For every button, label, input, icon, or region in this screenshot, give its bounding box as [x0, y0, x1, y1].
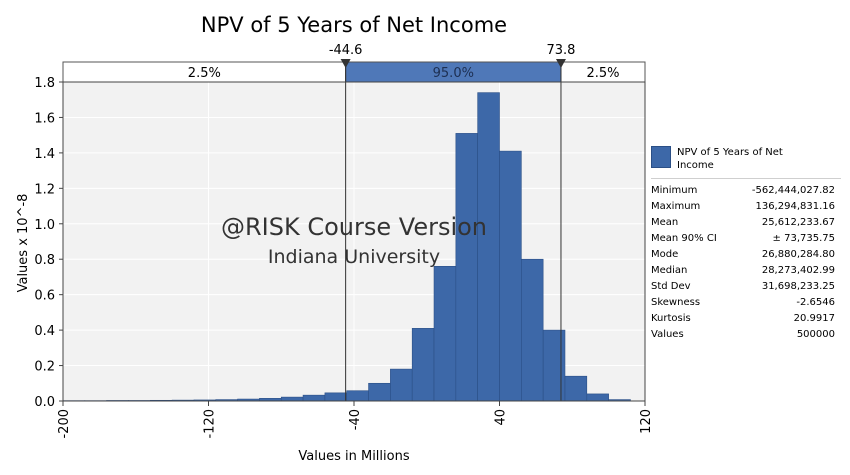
histogram-bar — [521, 258, 544, 402]
chart-title: NPV of 5 Years of Net Income — [201, 13, 507, 37]
x-tick-label: 40 — [494, 409, 509, 426]
statistic-label: Mean 90% CI — [651, 233, 717, 244]
statistic-row: Maximum 136,294,831.16 — [651, 199, 841, 215]
statistic-row: Mode 26,880,284.80 — [651, 247, 841, 263]
histogram-bar — [302, 394, 326, 402]
statistic-value: 20.9917 — [793, 313, 835, 324]
statistic-value: -2.6546 — [796, 297, 835, 308]
delimiter-right-percent: 2.5% — [586, 66, 619, 81]
y-tick-label: 1.6 — [34, 111, 55, 126]
histogram-bar — [324, 392, 348, 402]
watermark-line-2: Indiana University — [268, 246, 440, 268]
histogram-bar — [280, 396, 304, 402]
statistic-label: Mean — [651, 217, 679, 228]
y-tick-label: 0.4 — [34, 324, 55, 339]
histogram-bar — [586, 393, 609, 402]
delimiter-marker-right — [555, 59, 566, 68]
statistic-row: Mean 90% CI ± 73,735.75 — [651, 231, 841, 247]
statistic-value: 28,273,402.99 — [761, 265, 835, 276]
statistic-row: Mean 25,612,233.67 — [651, 215, 841, 231]
legend-series-name: NPV of 5 Years of Net Income — [677, 147, 783, 171]
histogram-bar — [411, 328, 435, 402]
statistic-label: Std Dev — [651, 281, 691, 292]
delimiter-value-left: -44.6 — [329, 43, 363, 58]
statistic-value: 500000 — [796, 329, 835, 340]
statistic-label: Median — [651, 265, 688, 276]
statistic-row: Kurtosis 20.9917 — [651, 311, 841, 327]
statistic-value: ± 73,735.75 — [772, 233, 835, 244]
y-tick-label: 1.4 — [34, 147, 55, 162]
histogram-bar — [368, 382, 391, 402]
x-tick-label: -120 — [203, 409, 218, 439]
statistic-value: 136,294,831.16 — [755, 201, 835, 212]
statistic-label: Kurtosis — [651, 313, 691, 324]
statistic-value: 26,880,284.80 — [761, 249, 835, 260]
histogram-bar — [542, 329, 566, 402]
y-tick-label: 1.8 — [34, 76, 55, 91]
delimiter-value-right: 73.8 — [546, 43, 575, 58]
x-axis-label: Values in Millions — [298, 449, 409, 464]
statistic-row: Minimum -562,444,027.82 — [651, 183, 841, 199]
y-axis-label: Values x 10^-8 — [16, 194, 31, 293]
histogram-bar — [455, 133, 478, 402]
watermark-line-1: @RISK Course Version — [221, 213, 487, 241]
delimiter-left-percent: 2.5% — [188, 66, 221, 81]
statistic-label: Minimum — [651, 185, 698, 196]
y-tick-label: 1.0 — [34, 218, 55, 233]
statistics-table: Minimum -562,444,027.82 Maximum 136,294,831… — [651, 183, 841, 343]
statistic-row: Values 500000 — [651, 327, 841, 343]
statistic-label: Values — [651, 329, 684, 340]
statistic-value: 25,612,233.67 — [761, 217, 835, 228]
histogram-bar — [390, 368, 413, 402]
y-tick-label: 0.0 — [34, 395, 55, 410]
statistic-label: Mode — [651, 249, 679, 260]
statistic-value: 31,698,233.25 — [761, 281, 835, 292]
statistic-row: Skewness -2.6546 — [651, 295, 841, 311]
statistics-legend: NPV of 5 Years of Net Income Minimum -562… — [651, 146, 841, 343]
statistic-label: Maximum — [651, 201, 701, 212]
x-tick-label: -40 — [348, 409, 363, 430]
legend-swatch — [651, 146, 671, 168]
delimiter-middle-percent: 95.0% — [433, 66, 474, 81]
statistic-row: Median 28,273,402.99 — [651, 263, 841, 279]
y-tick-label: 0.6 — [34, 289, 55, 304]
histogram-bar — [346, 390, 369, 402]
x-tick-label: -200 — [57, 409, 72, 439]
x-tick-label: 120 — [639, 409, 654, 434]
histogram-bar — [433, 266, 457, 402]
delimiter-marker-left — [340, 59, 351, 68]
histogram-bar — [564, 375, 588, 402]
y-tick-label: 0.8 — [34, 253, 55, 268]
statistic-value: -562,444,027.82 — [751, 185, 835, 196]
histogram-bar — [477, 92, 500, 402]
y-tick-label: 1.2 — [34, 182, 55, 197]
histogram-bar — [499, 150, 522, 402]
y-tick-label: 0.2 — [34, 360, 55, 375]
statistic-row: Std Dev 31,698,233.25 — [651, 279, 841, 295]
statistic-label: Skewness — [651, 297, 701, 308]
